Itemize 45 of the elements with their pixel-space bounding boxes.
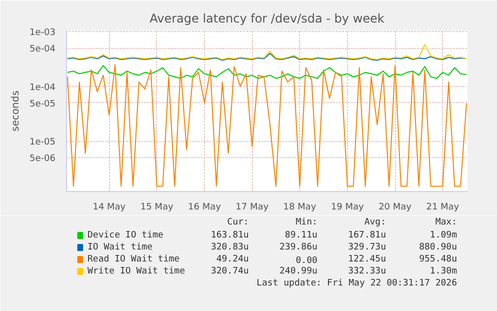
line-series <box>66 52 468 61</box>
legend-label: Write IO Wait time <box>87 266 186 276</box>
y-tick-label: 1e-03 <box>30 28 56 38</box>
text: 0.00 <box>296 256 318 266</box>
text: 239.86u <box>280 242 318 252</box>
text: 49.24u <box>216 254 249 264</box>
x-tick-label: 19 May <box>330 202 365 212</box>
text: Min: <box>296 218 318 228</box>
text: 320.74u <box>210 266 249 276</box>
x-tick-label: 17 May <box>236 202 270 212</box>
text: 122.45u <box>348 254 386 264</box>
legend-label: Read IO Wait time <box>87 254 180 264</box>
text: 1.30m <box>430 266 458 276</box>
y-tick-label: 1e-04 <box>30 82 56 93</box>
y-tick-label: 5e-05 <box>30 99 56 110</box>
text: Avg: <box>364 218 386 228</box>
x-tick-label: 16 May <box>188 202 222 212</box>
y-axis-title: seconds <box>10 90 22 132</box>
text: 240.99u <box>280 266 318 276</box>
x-tick-label: 20 May <box>378 202 412 212</box>
text: 320.83u <box>210 242 249 252</box>
text: Last update: Fri May 22 00:31:17 2026 <box>256 278 458 288</box>
y-tick-label: 5e-04 <box>30 44 56 55</box>
line-series <box>66 44 468 60</box>
x-tick-label: 18 May <box>283 202 317 212</box>
text: 955.48u <box>419 254 458 264</box>
text: Max: <box>435 218 458 228</box>
x-tick-label: 15 May <box>140 202 174 212</box>
y-tick-label: 5e-06 <box>30 154 56 164</box>
text: 329.73u <box>348 242 386 252</box>
x-tick-label: 14 May <box>92 202 126 212</box>
x-tick-label: 21 May <box>426 202 460 212</box>
line-series <box>66 65 468 79</box>
text: 880.90u <box>419 242 458 252</box>
text: 167.81u <box>348 230 386 240</box>
text: Cur: <box>227 218 249 228</box>
chart-title: Average latency for /dev/sda - by week <box>150 12 384 26</box>
legend-label: Device IO time <box>87 230 164 240</box>
text: 332.33u <box>348 266 386 276</box>
text: 163.81u <box>210 230 249 240</box>
text: 1.09m <box>430 230 458 240</box>
legend-label: IO Wait time <box>87 242 153 252</box>
y-tick-label: 1e-05 <box>30 138 56 148</box>
text: 89.11u <box>284 230 318 240</box>
line-series <box>66 64 468 187</box>
